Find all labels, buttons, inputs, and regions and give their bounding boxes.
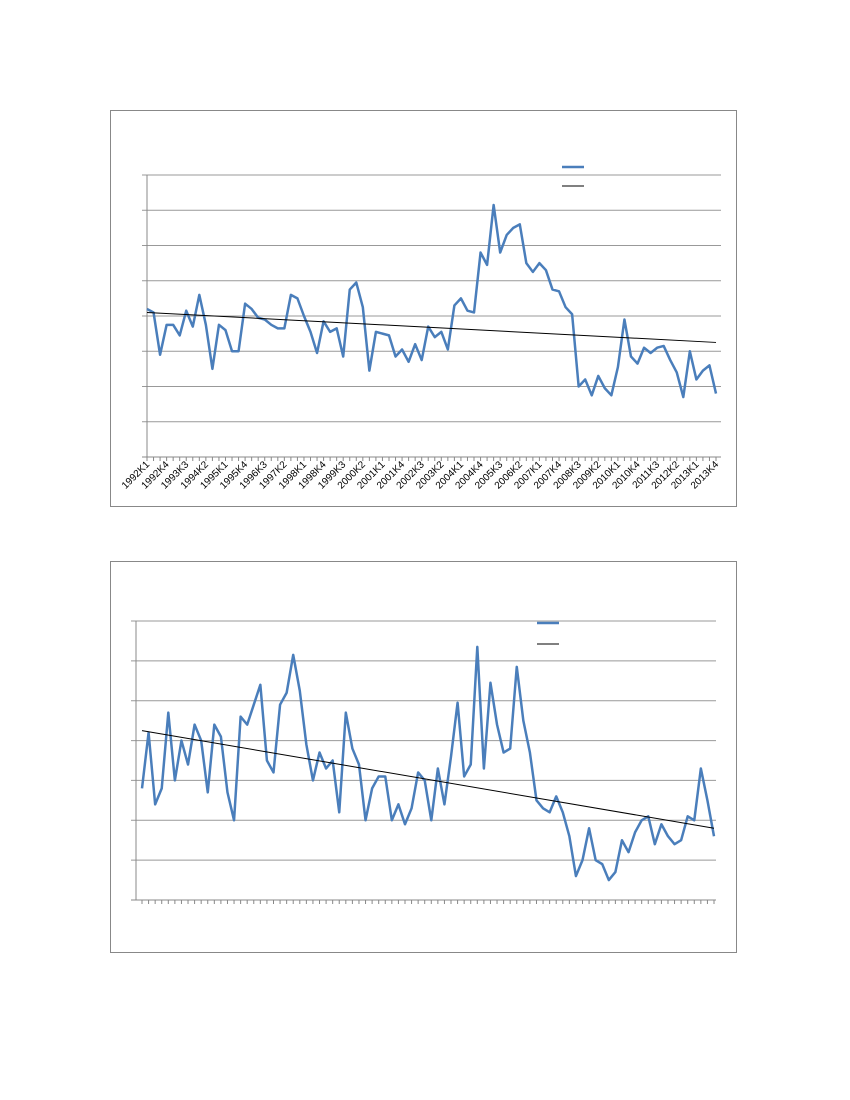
- chart-frame: [110, 110, 737, 507]
- data-line: [146, 203, 718, 399]
- trend-line: [146, 311, 717, 343]
- trend-line: [141, 730, 715, 829]
- chart-frame: [110, 561, 737, 953]
- data-line: [140, 645, 716, 882]
